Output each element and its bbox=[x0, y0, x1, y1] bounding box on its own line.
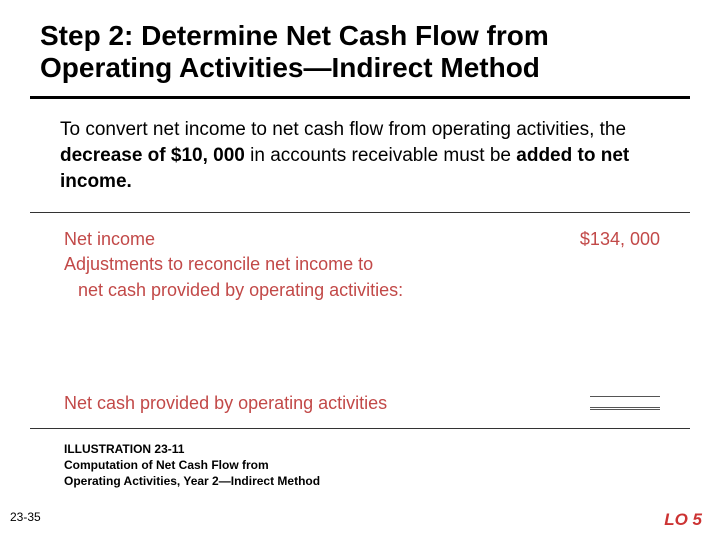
total-underline bbox=[590, 396, 660, 410]
intro-mid: in accounts receivable must be bbox=[245, 145, 516, 166]
cashflow-statement: Net income $134, 000 Adjustments to reco… bbox=[0, 213, 720, 416]
adjustments-label-2: net cash provided by operating activitie… bbox=[64, 278, 670, 303]
slide-footer: 23-35 LO 5 bbox=[0, 510, 720, 530]
intro-bold1: decrease of $10, 000 bbox=[60, 145, 245, 166]
adjustments-row-1: Adjustments to reconcile net income to bbox=[64, 252, 670, 277]
intro-paragraph: To convert net income to net cash flow f… bbox=[0, 99, 720, 204]
blank-row-2 bbox=[64, 325, 670, 347]
illustration-line-3: Operating Activities, Year 2—Indirect Me… bbox=[64, 473, 720, 489]
blank-row-3 bbox=[64, 347, 670, 363]
net-income-row: Net income $134, 000 bbox=[64, 227, 670, 252]
page-number: 23-35 bbox=[10, 510, 41, 530]
net-cash-label: Net cash provided by operating activitie… bbox=[64, 391, 590, 416]
net-income-label: Net income bbox=[64, 227, 540, 252]
illustration-line-1: ILLUSTRATION 23-11 bbox=[64, 441, 720, 457]
illustration-line-2: Computation of Net Cash Flow from bbox=[64, 457, 720, 473]
net-income-amount: $134, 000 bbox=[540, 227, 670, 252]
blank-row-1 bbox=[64, 303, 670, 325]
net-cash-row: Net cash provided by operating activitie… bbox=[64, 391, 670, 416]
illustration-caption: ILLUSTRATION 23-11 Computation of Net Ca… bbox=[0, 429, 720, 490]
slide-title: Step 2: Determine Net Cash Flow from Ope… bbox=[0, 0, 720, 92]
adjustments-row-2: net cash provided by operating activitie… bbox=[64, 278, 670, 303]
adjustments-label-1: Adjustments to reconcile net income to bbox=[64, 252, 670, 277]
learning-objective: LO 5 bbox=[664, 510, 702, 530]
intro-pre: To convert net income to net cash flow f… bbox=[60, 119, 626, 140]
